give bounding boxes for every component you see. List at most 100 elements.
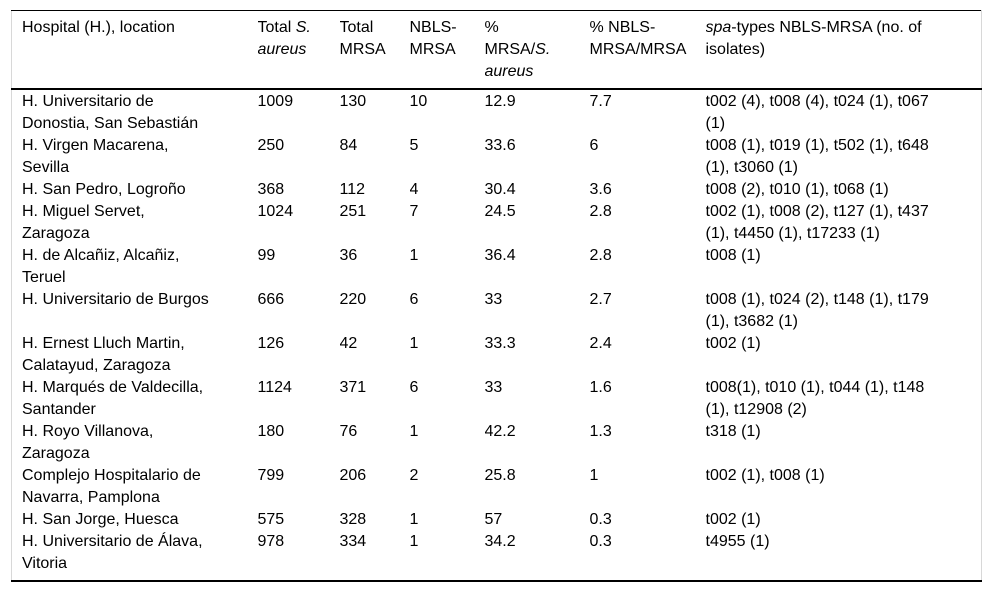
cell-nbls-mrsa: 10 <box>409 93 428 110</box>
col-header-text: -types NBLS-MRSA (no. of <box>731 19 922 36</box>
cell-hospital: Complejo Hospitalario de Navarra, Pamplo… <box>22 467 201 506</box>
cell-hospital: H. San Pedro, Logroño <box>22 181 186 198</box>
cell-total-mrsa: 220 <box>339 291 367 308</box>
cell-pct-mrsa-s-aureus: 33 <box>484 291 503 308</box>
col-header-pct-nbls-mrsa-mrsa: % NBLS- MRSA/MRSA <box>589 10 706 90</box>
cell-nbls-mrsa: 1 <box>409 533 419 550</box>
cell-spa-types: t008 (1), t024 (2), t148 (1), t179 (1), … <box>705 291 929 330</box>
col-header-hospital-location: Hospital (H.), location <box>11 10 258 90</box>
col-header-pct-mrsa-s-aureus: % MRSA/S. aureus <box>484 10 590 90</box>
cell-nbls-mrsa: 7 <box>409 203 419 220</box>
cell-total-s-aureus: 799 <box>257 467 285 484</box>
cell-nbls-mrsa: 2 <box>409 467 419 484</box>
cell-spa-types: t008 (1) <box>705 247 761 264</box>
col-header-text: MRSA <box>409 41 456 58</box>
cell-nbls-mrsa: 1 <box>409 335 419 352</box>
cell-hospital: H. Miguel Servet, Zaragoza <box>22 203 145 242</box>
table-row: H. Miguel Servet, Zaragoza 1024 251 7 24… <box>12 201 982 245</box>
cell-total-s-aureus: 99 <box>257 247 276 264</box>
cell-total-s-aureus: 368 <box>257 181 285 198</box>
cell-total-s-aureus: 575 <box>257 511 285 528</box>
col-header-text: NBLS- <box>409 19 457 36</box>
cell-pct-mrsa-s-aureus: 33 <box>484 379 503 396</box>
cell-total-mrsa: 112 <box>339 181 366 198</box>
cell-nbls-mrsa: 4 <box>409 181 419 198</box>
cell-hospital: H. Ernest Lluch Martin, Calatayud, Zarag… <box>22 335 185 374</box>
cell-pct-mrsa-s-aureus: 34.2 <box>484 533 516 550</box>
cell-spa-types: t008 (2), t010 (1), t068 (1) <box>705 181 889 198</box>
col-header-text: % <box>484 19 499 36</box>
cell-total-s-aureus: 180 <box>257 423 285 440</box>
cell-pct-mrsa-s-aureus: 12.9 <box>484 93 516 110</box>
cell-hospital: H. Universitario de Donostia, San Sebast… <box>22 93 199 132</box>
col-header-text: % NBLS- <box>589 19 656 36</box>
cell-total-s-aureus: 978 <box>257 533 285 550</box>
table-row: H. Ernest Lluch Martin, Calatayud, Zarag… <box>12 333 982 377</box>
table-row: H. Marqués de Valdecilla, Santander 1124… <box>12 377 982 421</box>
col-header-text: Total <box>257 19 296 36</box>
cell-pct-nbls-mrsa-mrsa: 1 <box>589 467 599 484</box>
table-header: Hospital (H.), location Total S. aureus T… <box>11 10 982 90</box>
cell-spa-types: t4955 (1) <box>705 533 770 550</box>
col-header-text: Hospital (H.), location <box>22 19 175 36</box>
cell-total-s-aureus: 666 <box>257 291 285 308</box>
cell-hospital: H. San Jorge, Huesca <box>22 511 179 528</box>
col-header-nbls-mrsa: NBLS- MRSA <box>409 10 485 90</box>
col-header-text: isolates) <box>705 41 766 58</box>
table-row: Complejo Hospitalario de Navarra, Pamplo… <box>12 465 982 509</box>
cell-pct-mrsa-s-aureus: 33.6 <box>484 137 516 154</box>
cell-spa-types: t002 (1) <box>705 511 761 528</box>
cell-pct-nbls-mrsa-mrsa: 2.8 <box>589 203 612 220</box>
cell-total-mrsa: 84 <box>339 137 358 154</box>
cell-total-mrsa: 334 <box>339 533 367 550</box>
cell-hospital: H. de Alcañiz, Alcañiz, Teruel <box>22 247 180 286</box>
col-header-spa-types: spa-types NBLS-MRSA (no. of isolates) <box>705 10 982 90</box>
col-header-italic-text: aureus <box>257 41 307 58</box>
cell-pct-nbls-mrsa-mrsa: 2.8 <box>589 247 612 264</box>
table-row: H. Royo Villanova, Zaragoza 180 76 1 42.… <box>12 421 982 465</box>
cell-spa-types: t318 (1) <box>705 423 761 440</box>
table-row: H. San Jorge, Huesca 575 328 1 57 0.3 t0… <box>12 509 982 531</box>
table-row: H. Universitario de Burgos 666 220 6 33 … <box>12 289 982 333</box>
cell-total-s-aureus: 1124 <box>257 379 292 396</box>
col-header-text: MRSA/MRSA <box>589 41 687 58</box>
col-header-text: Total <box>339 19 374 36</box>
mrsa-spa-types-table: Hospital (H.), location Total S. aureus T… <box>11 10 982 582</box>
cell-pct-mrsa-s-aureus: 30.4 <box>484 181 516 198</box>
cell-spa-types: t008 (1), t019 (1), t502 (1), t648 (1), … <box>705 137 929 176</box>
cell-pct-nbls-mrsa-mrsa: 2.7 <box>589 291 612 308</box>
cell-total-mrsa: 130 <box>339 93 367 110</box>
cell-total-mrsa: 251 <box>339 203 367 220</box>
cell-pct-mrsa-s-aureus: 42.2 <box>484 423 516 440</box>
cell-spa-types: t002 (4), t008 (4), t024 (1), t067 (1) <box>705 93 929 132</box>
cell-pct-nbls-mrsa-mrsa: 7.7 <box>589 93 612 110</box>
col-header-italic-text: aureus <box>484 63 534 80</box>
cell-total-mrsa: 328 <box>339 511 367 528</box>
cell-spa-types: t002 (1), t008 (2), t127 (1), t437 (1), … <box>705 203 929 242</box>
cell-nbls-mrsa: 1 <box>409 247 419 264</box>
cell-pct-nbls-mrsa-mrsa: 6 <box>589 137 599 154</box>
cell-nbls-mrsa: 6 <box>409 379 419 396</box>
cell-hospital: H. Royo Villanova, Zaragoza <box>22 423 154 462</box>
col-header-total-mrsa: Total MRSA <box>339 10 410 90</box>
cell-total-mrsa: 76 <box>339 423 358 440</box>
cell-pct-mrsa-s-aureus: 36.4 <box>484 247 516 264</box>
col-header-italic-text: S. <box>295 19 311 36</box>
table-row: H. Virgen Macarena, Sevilla 250 84 5 33.… <box>12 135 982 179</box>
cell-hospital: H. Marqués de Valdecilla, Santander <box>22 379 204 418</box>
table-row: H. de Alcañiz, Alcañiz, Teruel 99 36 1 3… <box>12 245 982 289</box>
cell-nbls-mrsa: 5 <box>409 137 419 154</box>
cell-nbls-mrsa: 6 <box>409 291 419 308</box>
cell-pct-mrsa-s-aureus: 24.5 <box>484 203 516 220</box>
col-header-total-s-aureus: Total S. aureus <box>257 10 340 90</box>
table-row: H. San Pedro, Logroño 368 112 4 30.4 3.6… <box>12 179 982 201</box>
cell-total-mrsa: 206 <box>339 467 367 484</box>
cell-spa-types: t002 (1) <box>705 335 761 352</box>
col-header-text: MRSA <box>339 41 386 58</box>
cell-pct-nbls-mrsa-mrsa: 0.3 <box>589 533 612 550</box>
cell-hospital: H. Universitario de Álava, Vitoria <box>22 533 203 572</box>
cell-hospital: H. Universitario de Burgos <box>22 291 209 308</box>
cell-pct-nbls-mrsa-mrsa: 0.3 <box>589 511 612 528</box>
table-body: H. Universitario de Donostia, San Sebast… <box>12 89 982 581</box>
